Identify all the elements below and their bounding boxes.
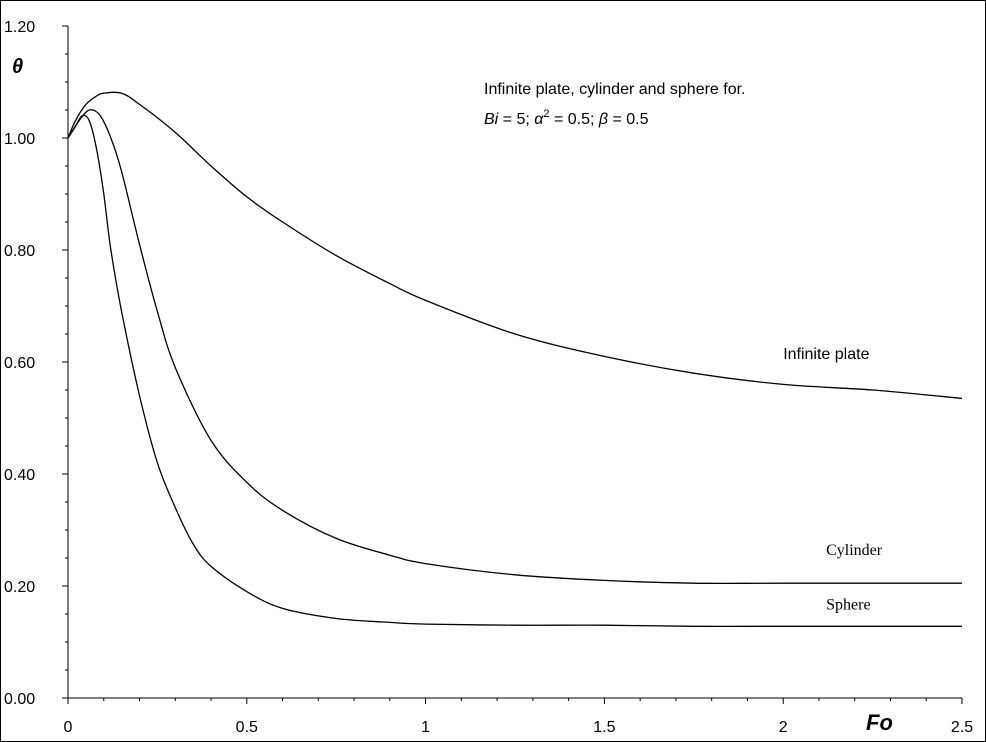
x-tick-label: 0.5 — [236, 719, 258, 736]
annotation-alpha: α — [534, 111, 544, 128]
y-tick-label: 1.00 — [4, 131, 35, 148]
x-tick-label: 2.5 — [951, 719, 973, 736]
annotation-line-2: Bi = 5; α2 = 0.5; β = 0.5 — [484, 108, 649, 128]
series-label-cylinder: Cylinder — [826, 542, 883, 559]
y-tick-label: 0.20 — [4, 579, 35, 596]
series-labels: Infinite plate Cylinder Sphere — [783, 346, 883, 613]
y-tick-label: 0.60 — [4, 355, 35, 372]
annotation-part-a: = 5; — [498, 111, 534, 128]
x-axis: 0 0.5 1 1.5 2 2.5 — [64, 697, 973, 736]
y-tick-label: 0.00 — [4, 691, 35, 708]
annotation-part-b: = 0.5; — [550, 111, 599, 128]
x-tick-label: 2 — [779, 719, 788, 736]
annotation-bi: Bi — [484, 111, 499, 128]
series-label-infinite-plate: Infinite plate — [783, 346, 869, 363]
annotation: Infinite plate, cylinder and sphere for.… — [484, 81, 746, 128]
series-layer — [67, 91, 963, 628]
x-tick-label: 1 — [421, 719, 430, 736]
x-tick-label: 1.5 — [593, 719, 615, 736]
series-label-sphere: Sphere — [826, 597, 870, 614]
y-tick-label: 1.20 — [4, 19, 35, 36]
y-axis-title: θ — [12, 56, 23, 78]
y-tick-label: 0.40 — [4, 467, 35, 484]
y-axis: 0.00 0.20 0.40 0.60 0.80 1.00 1.20 — [4, 19, 69, 708]
series-line-infinite-plate — [67, 91, 963, 400]
annotation-line-1: Infinite plate, cylinder and sphere for. — [484, 81, 746, 98]
annotation-sup: 2 — [543, 108, 549, 120]
x-axis-title: Fo — [866, 710, 893, 735]
y-tick-label: 0.80 — [4, 243, 35, 260]
series-line-sphere — [67, 114, 962, 628]
annotation-part-c: = 0.5 — [608, 111, 649, 128]
x-tick-label: 0 — [64, 719, 73, 736]
annotation-beta: β — [598, 111, 608, 128]
series-line-cylinder — [67, 109, 962, 585]
